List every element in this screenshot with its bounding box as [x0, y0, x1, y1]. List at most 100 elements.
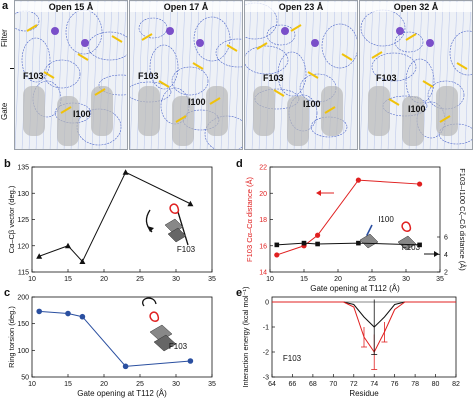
side-chain-stick [77, 53, 89, 61]
mesh-line [164, 1, 172, 149]
y-tick-label-d: 14 [259, 270, 267, 277]
x-tick-label-d: 20 [334, 276, 342, 283]
x-tick-label-b: 20 [100, 276, 108, 283]
mesh-line [84, 1, 92, 149]
x-tick-label-c: 20 [100, 381, 108, 388]
side-chain-stick [226, 44, 238, 52]
helix-ribbon [287, 96, 309, 146]
x-tick-label-c: 10 [28, 381, 36, 388]
helix-ribbon [57, 96, 79, 146]
data-point-b [122, 169, 129, 175]
arrow-right-black-head [434, 251, 439, 257]
side-chain-stick [371, 51, 383, 59]
mesh-blob [371, 52, 417, 82]
y-tick-label-c: 200 [17, 295, 29, 302]
ion-sphere [426, 39, 434, 47]
residue-label-f103: F103 [376, 73, 397, 83]
residue-label-i100: I100 [408, 104, 426, 114]
ion-sphere [196, 39, 204, 47]
mesh-line [349, 1, 357, 149]
data-point-b [187, 200, 194, 207]
y-right-tick-label-d: 6 [444, 235, 448, 242]
data-point-c [79, 313, 86, 320]
data-point-d-red [315, 232, 321, 238]
side-chain-stick [405, 33, 417, 41]
data-point-b [65, 242, 71, 249]
y-tick-label-c: 100 [17, 348, 29, 355]
x-tick-label-e: 66 [289, 381, 297, 388]
side-chain-stick [273, 89, 285, 97]
side-chain-stick [192, 62, 204, 70]
y-tick-label-e: -3 [263, 375, 269, 382]
density-mesh [15, 1, 127, 149]
ion-sphere [166, 27, 174, 35]
mesh-line [119, 1, 127, 149]
density-mesh [130, 1, 242, 149]
series-line-e-black [272, 301, 456, 328]
annotation-f103-c: F103 [169, 342, 188, 351]
data-point-d-red [274, 252, 280, 258]
helix-ribbon [206, 86, 228, 136]
y-right-tick-label-d: 2 [444, 270, 448, 277]
mesh-line [457, 1, 465, 149]
structure-title: Open 23 Å [245, 2, 357, 12]
x-tick-label-b: 25 [136, 276, 144, 283]
mesh-line [245, 1, 252, 149]
density-mesh [360, 1, 472, 149]
x-tick-label-b: 35 [208, 276, 216, 283]
x-tick-label-c: 35 [208, 381, 216, 388]
panel-label-c: c [4, 287, 11, 299]
mesh-blob [193, 16, 231, 62]
x-tick-label-e: 68 [309, 381, 317, 388]
structure-title: Open 17 Å [130, 2, 242, 12]
y-right-tick-label-d: 4 [444, 252, 448, 259]
x-tick-label-e: 82 [452, 381, 460, 388]
helix-ribbon [23, 86, 45, 136]
helix-ribbon [402, 96, 424, 146]
mesh-line [112, 1, 120, 149]
inset-structure-b [145, 203, 189, 246]
mesh-blob [245, 45, 289, 75]
x-tick-label-d: 15 [300, 276, 308, 283]
y-axis-label-e: Interaction energy (kcal mol⁻¹) [241, 286, 250, 388]
y-tick-label-b: 130 [17, 191, 29, 198]
side-chain-stick [341, 53, 353, 61]
x-tick-label-e: 70 [329, 381, 337, 388]
data-point-d-black [274, 242, 280, 248]
side-chain-stick [456, 62, 468, 70]
series-line-d-black [276, 242, 420, 246]
residue-label-f103: F103 [138, 71, 159, 81]
mesh-blob [215, 38, 242, 68]
x-tick-label-b: 15 [64, 276, 72, 283]
mesh-blob [98, 74, 127, 96]
side-chain-stick [209, 97, 221, 105]
mesh-line [199, 1, 207, 149]
helix-ribbon [368, 86, 390, 136]
y-tick-label-c: 150 [17, 321, 29, 328]
inset-structure-d [359, 221, 417, 251]
mesh-blob [15, 10, 40, 32]
mesh-line [234, 1, 242, 149]
annotation-f103-e: F103 [283, 354, 302, 363]
y-tick-label-d: 16 [259, 243, 267, 250]
y-axis-label-b: Cα–Cβ vector (deg.) [7, 185, 16, 253]
y-right-axis-label-d: F103–I100 Cζ–Cδ distance (Å) [458, 168, 467, 271]
mesh-line [342, 1, 350, 149]
data-point-c [65, 310, 71, 317]
side-chain-stick [439, 115, 451, 123]
y-tick-label-b: 135 [17, 165, 29, 172]
x-tick-label-b: 30 [172, 276, 180, 283]
mesh-line [360, 1, 367, 149]
y-tick-label-e: -1 [263, 325, 269, 332]
mesh-line [279, 1, 287, 149]
helix-ribbon [172, 96, 194, 146]
side-chain-stick [141, 33, 153, 41]
side-divider [10, 68, 15, 69]
side-chain-stick [111, 35, 123, 43]
mesh-blob [321, 23, 357, 69]
mesh-line [49, 1, 57, 149]
x-tick-label-e: 78 [411, 381, 419, 388]
x-tick-label-d: 10 [266, 276, 274, 283]
mesh-blob [394, 31, 424, 53]
data-point-c [187, 358, 194, 364]
